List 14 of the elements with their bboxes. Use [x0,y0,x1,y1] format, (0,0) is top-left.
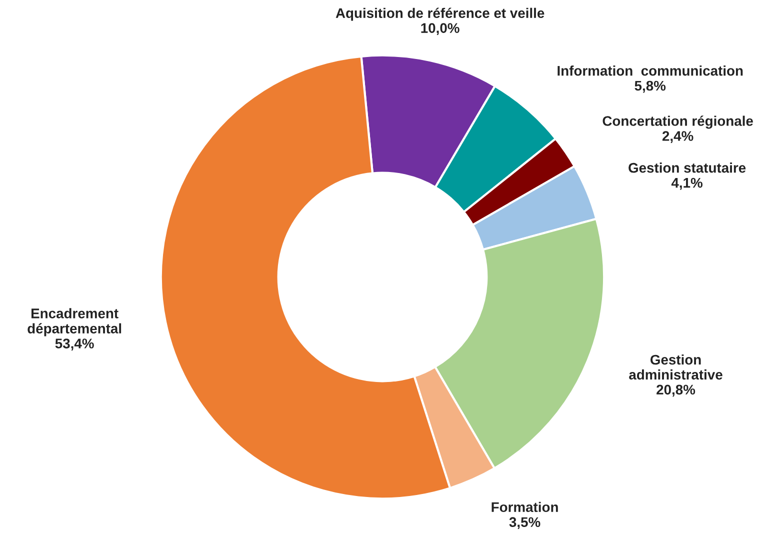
slice-label: Concertation régionale [602,116,753,129]
data-label: 5,8% [634,80,666,93]
data-label: 20,8% [656,384,696,397]
slice-label: Formation [492,502,558,512]
data-label: 10,0% [421,23,460,35]
data-label: 3,5% [509,517,540,530]
data-label: 4,1% [671,178,702,190]
data-label: 2,4% [662,131,694,143]
data-label: 53,4% [55,338,94,350]
slice-label: Gestion administrative [629,354,722,380]
slice-label: Encadrement départemental [28,308,122,336]
slice-label: Information communication [558,66,743,76]
slice-label: Gestion statutaire [628,162,746,173]
slice-label: Aquisition de référence et veille [336,8,544,21]
